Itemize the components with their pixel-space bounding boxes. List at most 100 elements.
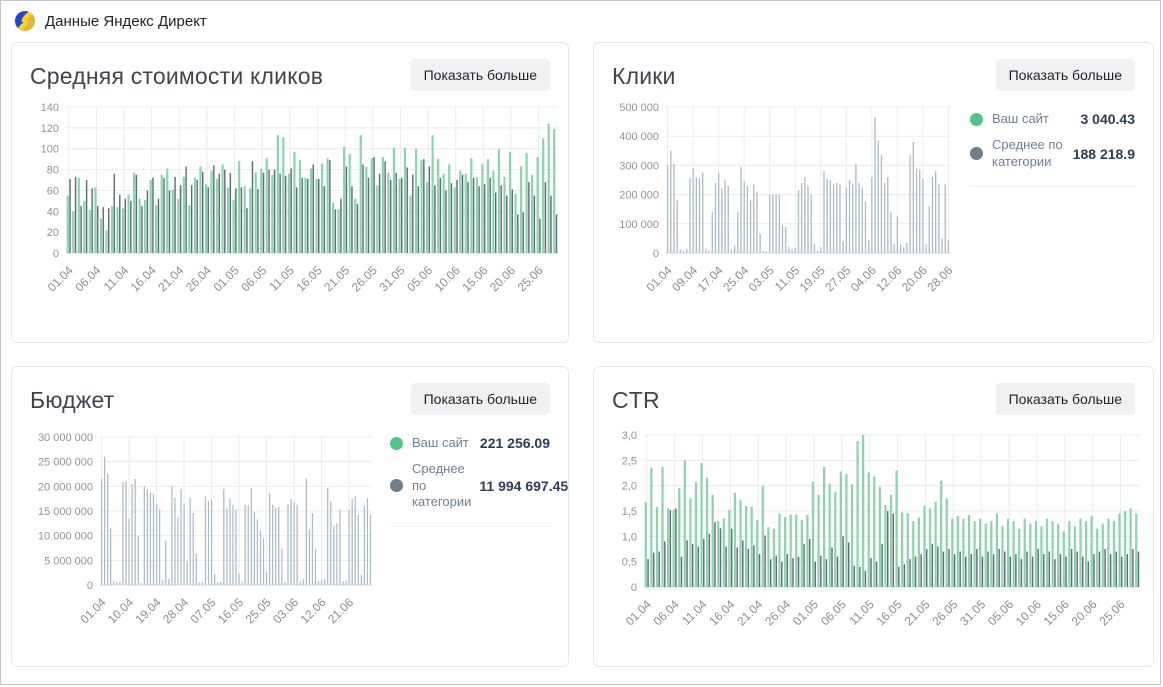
panel-budget-title: Бюджет (30, 387, 115, 413)
svg-text:80: 80 (47, 165, 59, 177)
svg-text:0: 0 (87, 580, 93, 592)
axis-labels: 30 000 000 25 000 000 20 000 000 15 000 000… (38, 432, 356, 626)
svg-text:16.05: 16.05 (874, 597, 905, 628)
panel-ctr-head: CTR Показать больше (612, 383, 1135, 415)
svg-text:01.04: 01.04 (45, 263, 76, 294)
svg-text:06.04: 06.04 (72, 263, 103, 294)
budget-legend: Ваш сайт 221 256.09 Среднее по категории… (390, 435, 568, 527)
gray-dot-icon (970, 147, 983, 160)
svg-text:0: 0 (653, 248, 659, 260)
panel-avg-cpc-head: Средняя стоимости кликов Показать больше (30, 59, 550, 91)
legend-value: 3 040.43 (1080, 111, 1136, 128)
green-dot-icon (970, 112, 983, 126)
page-header: Данные Яндекс Директ (1, 1, 1160, 38)
svg-text:11.04: 11.04 (101, 263, 132, 294)
legend-value: 188 218.9 (1072, 145, 1135, 162)
svg-text:30 000 000: 30 000 000 (38, 432, 93, 444)
clicks-chart-canvas: 500 000 400 000 300 000 200 000 100 000 0 01.0… (619, 102, 956, 294)
svg-text:17.04: 17.04 (695, 263, 726, 294)
bars (644, 435, 1140, 587)
svg-text:10.06: 10.06 (1013, 597, 1044, 628)
svg-text:21.04: 21.04 (734, 597, 765, 628)
legend-divider (390, 526, 550, 527)
bars (66, 123, 558, 253)
avg-cpc-chart-canvas: 14012010080604020001.0406.0411.0416.0421… (41, 102, 558, 294)
svg-text:60: 60 (47, 185, 59, 197)
svg-text:01.04: 01.04 (623, 597, 654, 628)
svg-text:40: 40 (47, 206, 59, 218)
svg-text:01.04: 01.04 (644, 263, 675, 294)
svg-text:20: 20 (47, 227, 59, 239)
svg-text:28.04: 28.04 (160, 595, 191, 626)
legend-item-your-site: Ваш сайт 221 256.09 (390, 435, 550, 451)
legend-value: 11 994 697.45 (479, 477, 569, 494)
svg-text:10 000 000: 10 000 000 (38, 531, 93, 543)
svg-text:06.05: 06.05 (238, 263, 269, 294)
bars (100, 456, 372, 585)
panel-budget-head: Бюджет Показать больше (30, 383, 550, 415)
svg-text:400 000: 400 000 (619, 131, 659, 143)
svg-text:06.05: 06.05 (818, 597, 849, 628)
svg-text:26.05: 26.05 (929, 597, 960, 628)
svg-text:26.05: 26.05 (349, 263, 380, 294)
panel-clicks: Клики Показать больше 500 000 400 000 300 … (593, 42, 1154, 343)
panel-avg-cpc: Средняя стоимости кликов Показать больше… (11, 42, 569, 343)
svg-text:10.04: 10.04 (105, 595, 136, 626)
show-more-button-avg-cpc[interactable]: Показать больше (410, 59, 550, 91)
svg-text:07.05: 07.05 (188, 595, 219, 626)
ctr-chart-canvas: 3,02,52,01,51,00,5001.0406.0411.0416.042… (622, 430, 1140, 628)
svg-text:25.06: 25.06 (515, 263, 546, 294)
svg-text:12.06: 12.06 (873, 263, 904, 294)
svg-text:09.04: 09.04 (669, 263, 700, 294)
show-more-button-clicks[interactable]: Показать больше (995, 59, 1135, 91)
svg-text:11.05: 11.05 (772, 263, 803, 294)
legend-label: Ваш сайт (412, 435, 469, 450)
axis-labels: 500 000 400 000 300 000 200 000 100 000 0 01.0… (619, 102, 956, 294)
gray-dot-icon (390, 479, 403, 493)
svg-text:2,5: 2,5 (622, 455, 637, 467)
panel-clicks-title: Клики (612, 63, 676, 89)
svg-text:25.05: 25.05 (243, 595, 274, 626)
svg-text:2,0: 2,0 (622, 481, 637, 493)
svg-text:200 000: 200 000 (619, 190, 659, 202)
svg-text:05.06: 05.06 (404, 263, 435, 294)
green-dot-icon (390, 436, 403, 450)
svg-text:21.04: 21.04 (155, 263, 186, 294)
panel-clicks-body: 500 000 400 000 300 000 200 000 100 000 0 01.0… (612, 99, 1135, 315)
svg-text:12.06: 12.06 (298, 595, 329, 626)
panel-clicks-head: Клики Показать больше (612, 59, 1135, 91)
svg-text:25.06: 25.06 (1096, 597, 1127, 628)
svg-text:100: 100 (41, 144, 59, 156)
show-more-button-ctr[interactable]: Показать больше (995, 383, 1135, 415)
legend-item-your-site: Ваш сайт 3 040.43 (970, 111, 1135, 127)
legend-item-category-avg: Среднее по категории 11 994 697.45 (390, 461, 568, 510)
svg-text:03.06: 03.06 (270, 595, 301, 626)
bars (666, 117, 950, 253)
svg-text:21.05: 21.05 (321, 263, 352, 294)
svg-text:1,5: 1,5 (622, 506, 637, 518)
yandex-direct-logo-icon (15, 11, 35, 31)
svg-text:01.04: 01.04 (78, 595, 109, 626)
svg-text:05.06: 05.06 (985, 597, 1016, 628)
svg-text:31.05: 31.05 (376, 263, 407, 294)
svg-text:31.05: 31.05 (957, 597, 988, 628)
show-more-button-budget[interactable]: Показать больше (410, 383, 550, 415)
svg-text:3,0: 3,0 (622, 430, 637, 442)
legend-label: Ваш сайт (992, 111, 1049, 126)
svg-text:28.06: 28.06 (924, 263, 955, 294)
svg-text:300 000: 300 000 (619, 160, 659, 172)
svg-text:11.04: 11.04 (679, 597, 710, 628)
panel-ctr-title: CTR (612, 387, 660, 413)
svg-text:01.05: 01.05 (790, 597, 821, 628)
svg-text:26.04: 26.04 (762, 597, 793, 628)
svg-text:20.06: 20.06 (487, 263, 518, 294)
svg-text:1,0: 1,0 (622, 531, 637, 543)
svg-text:16.04: 16.04 (706, 597, 737, 628)
svg-text:19.04: 19.04 (133, 595, 164, 626)
legend-item-category-avg: Среднее по категории 188 218.9 (970, 137, 1135, 170)
svg-text:26.04: 26.04 (183, 263, 214, 294)
svg-text:15 000 000: 15 000 000 (38, 506, 93, 518)
svg-text:01.05: 01.05 (211, 263, 242, 294)
svg-text:140: 140 (41, 102, 59, 114)
